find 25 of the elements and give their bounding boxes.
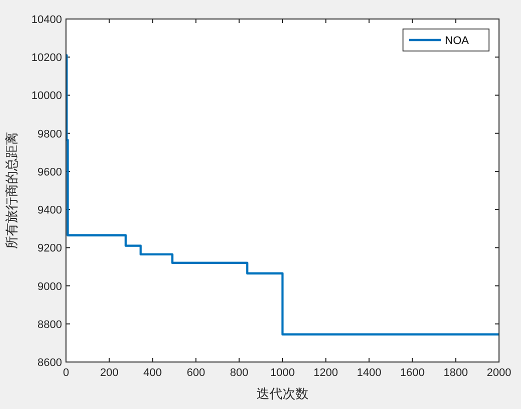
y-tick-label: 9200 [38,242,62,255]
legend: NOA [402,28,490,52]
x-tick-label: 200 [100,367,118,379]
y-tick-label: 9800 [38,128,62,140]
y-tick-label: 10200 [31,52,62,64]
xlabel: 迭代次数 [256,386,308,401]
y-tick-label: 9600 [38,166,62,178]
y-tick-label: 9000 [38,280,62,293]
legend-label: NOA [445,35,470,47]
x-tick-label: 1000 [270,367,295,379]
x-tick-label: 0 [62,367,70,379]
y-tick-label: 10400 [31,14,62,26]
y-tick-label: 8600 [38,357,62,369]
x-tick-label: 600 [186,367,206,379]
y-tick-label: 9400 [38,204,62,217]
x-tick-label: 400 [143,367,162,379]
x-tick-label: 1600 [400,367,425,379]
x-tick-label: 800 [230,367,248,379]
y-tick-label: 10000 [31,90,62,102]
x-tick-label: 2000 [486,367,512,379]
x-tick-label: 1800 [443,367,468,379]
x-tick-label: 1200 [314,367,338,379]
x-tick-label: 1400 [356,367,382,379]
ylabel: 所有旅行商的总距离 [4,132,19,249]
y-tick-label: 8800 [38,318,62,331]
